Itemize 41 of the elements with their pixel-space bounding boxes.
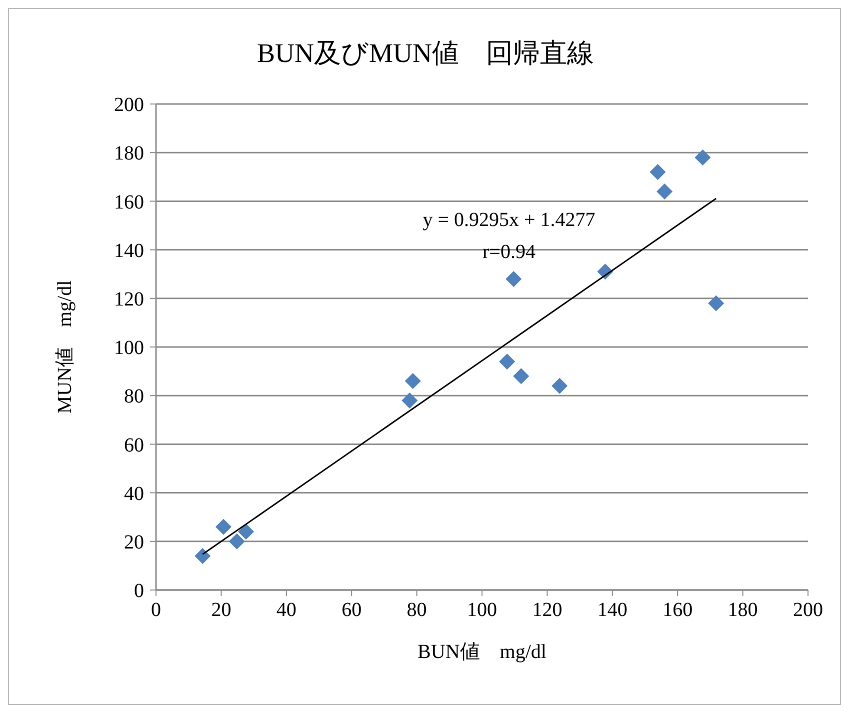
y-axis-title: MUN値 mg/dl — [54, 280, 76, 414]
y-tick-label: 0 — [134, 580, 144, 602]
x-tick-label: 20 — [211, 599, 232, 622]
y-tick-label: 160 — [114, 191, 144, 214]
annotation: r=0.94 — [482, 241, 536, 264]
y-tick-label: 180 — [114, 142, 144, 165]
point — [215, 518, 232, 535]
point — [228, 533, 245, 550]
y-tick-label: 140 — [114, 240, 144, 262]
y-tick-label: 60 — [124, 434, 144, 456]
y-tick-label: 200 — [114, 94, 144, 116]
point — [708, 295, 724, 312]
x-tick-label: 80 — [406, 599, 427, 622]
point — [552, 378, 568, 394]
y-tick-label: 20 — [124, 532, 144, 554]
x-tick-label: 140 — [597, 599, 628, 622]
point — [499, 354, 516, 370]
point — [402, 392, 418, 408]
x-tick-label: 200 — [793, 599, 823, 622]
point — [694, 149, 711, 166]
x-tick-label: 100 — [467, 599, 497, 622]
y-tick-label: 40 — [124, 482, 144, 505]
y-tick-label: 120 — [114, 288, 144, 310]
x-tick-label: 40 — [276, 599, 296, 622]
x-tick-label: 160 — [662, 599, 693, 622]
x-tick-label: 60 — [342, 599, 362, 622]
point — [506, 270, 522, 287]
point — [513, 368, 530, 384]
point — [238, 524, 254, 540]
x-tick-label: 180 — [728, 599, 758, 622]
point — [656, 183, 673, 200]
y-tick-label: 80 — [124, 386, 144, 408]
point — [194, 548, 211, 564]
chart-title: BUN及びMUN値 回帰直線 — [256, 37, 595, 70]
x-axis-title: BUN値 mg/dl — [418, 641, 547, 663]
y-tick-label: 100 — [114, 337, 144, 360]
annotation: y = 0.9295x + 1.4277 — [422, 209, 596, 232]
point — [650, 164, 666, 180]
point — [404, 373, 421, 390]
x-tick-label: 0 — [151, 599, 161, 622]
x-tick-label: 120 — [532, 599, 562, 622]
